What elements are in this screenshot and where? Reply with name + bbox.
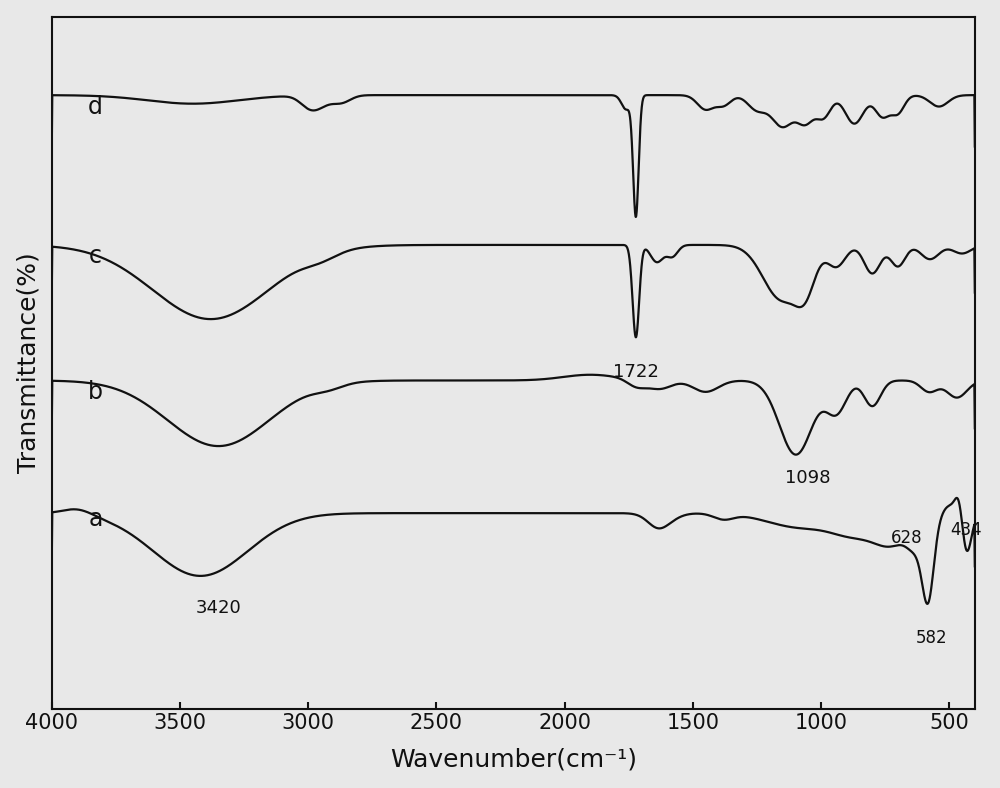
Text: 434: 434: [950, 522, 982, 539]
Text: 1098: 1098: [785, 469, 831, 487]
Y-axis label: Transmittance(%): Transmittance(%): [17, 252, 41, 473]
Text: b: b: [88, 380, 103, 404]
Text: a: a: [88, 507, 103, 531]
X-axis label: Wavenumber(cm⁻¹): Wavenumber(cm⁻¹): [390, 747, 637, 771]
Text: c: c: [89, 244, 102, 269]
Text: d: d: [88, 95, 103, 118]
Text: 3420: 3420: [196, 599, 241, 617]
Text: 582: 582: [916, 629, 948, 647]
Text: 628: 628: [891, 530, 923, 547]
Text: 1722: 1722: [613, 363, 659, 381]
